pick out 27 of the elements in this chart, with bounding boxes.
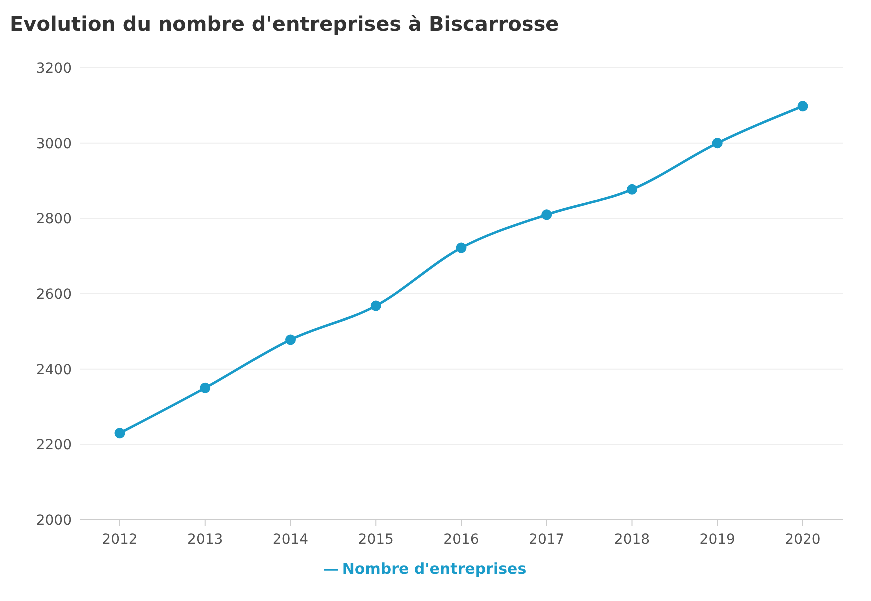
y-tick-label: 2000 — [36, 512, 72, 529]
y-tick-label: 2400 — [36, 362, 72, 378]
y-tick-label: 3000 — [36, 136, 72, 152]
x-tick-label: 2014 — [272, 532, 309, 548]
point — [114, 428, 126, 439]
y-tick-label: 3200 — [36, 60, 72, 77]
chart-title: Evolution du nombre d'entreprises à Biscarrosse — [9, 11, 560, 38]
point — [200, 382, 211, 394]
x-tick-label: 2019 — [700, 532, 736, 548]
point — [712, 138, 723, 149]
x-tick-label: 2016 — [444, 532, 480, 548]
y-tick-label: 2200 — [36, 438, 72, 454]
point — [286, 334, 296, 346]
x-tick-label: 2017 — [529, 532, 565, 548]
x-tick-label: 2013 — [188, 532, 224, 548]
y-tick-label: 2600 — [36, 286, 72, 303]
point — [627, 184, 638, 195]
point — [370, 300, 382, 312]
x-tick-label: 2020 — [785, 532, 821, 548]
point — [456, 242, 467, 254]
x-tick-label: 2012 — [102, 532, 138, 548]
point — [542, 210, 552, 220]
legend-label: Nombre d'entreprises — [342, 560, 527, 578]
x-tick-label: 2018 — [614, 532, 650, 548]
y-tick-label: 2800 — [36, 212, 72, 228]
x-tick-label: 2015 — [358, 532, 394, 548]
point — [798, 101, 808, 112]
